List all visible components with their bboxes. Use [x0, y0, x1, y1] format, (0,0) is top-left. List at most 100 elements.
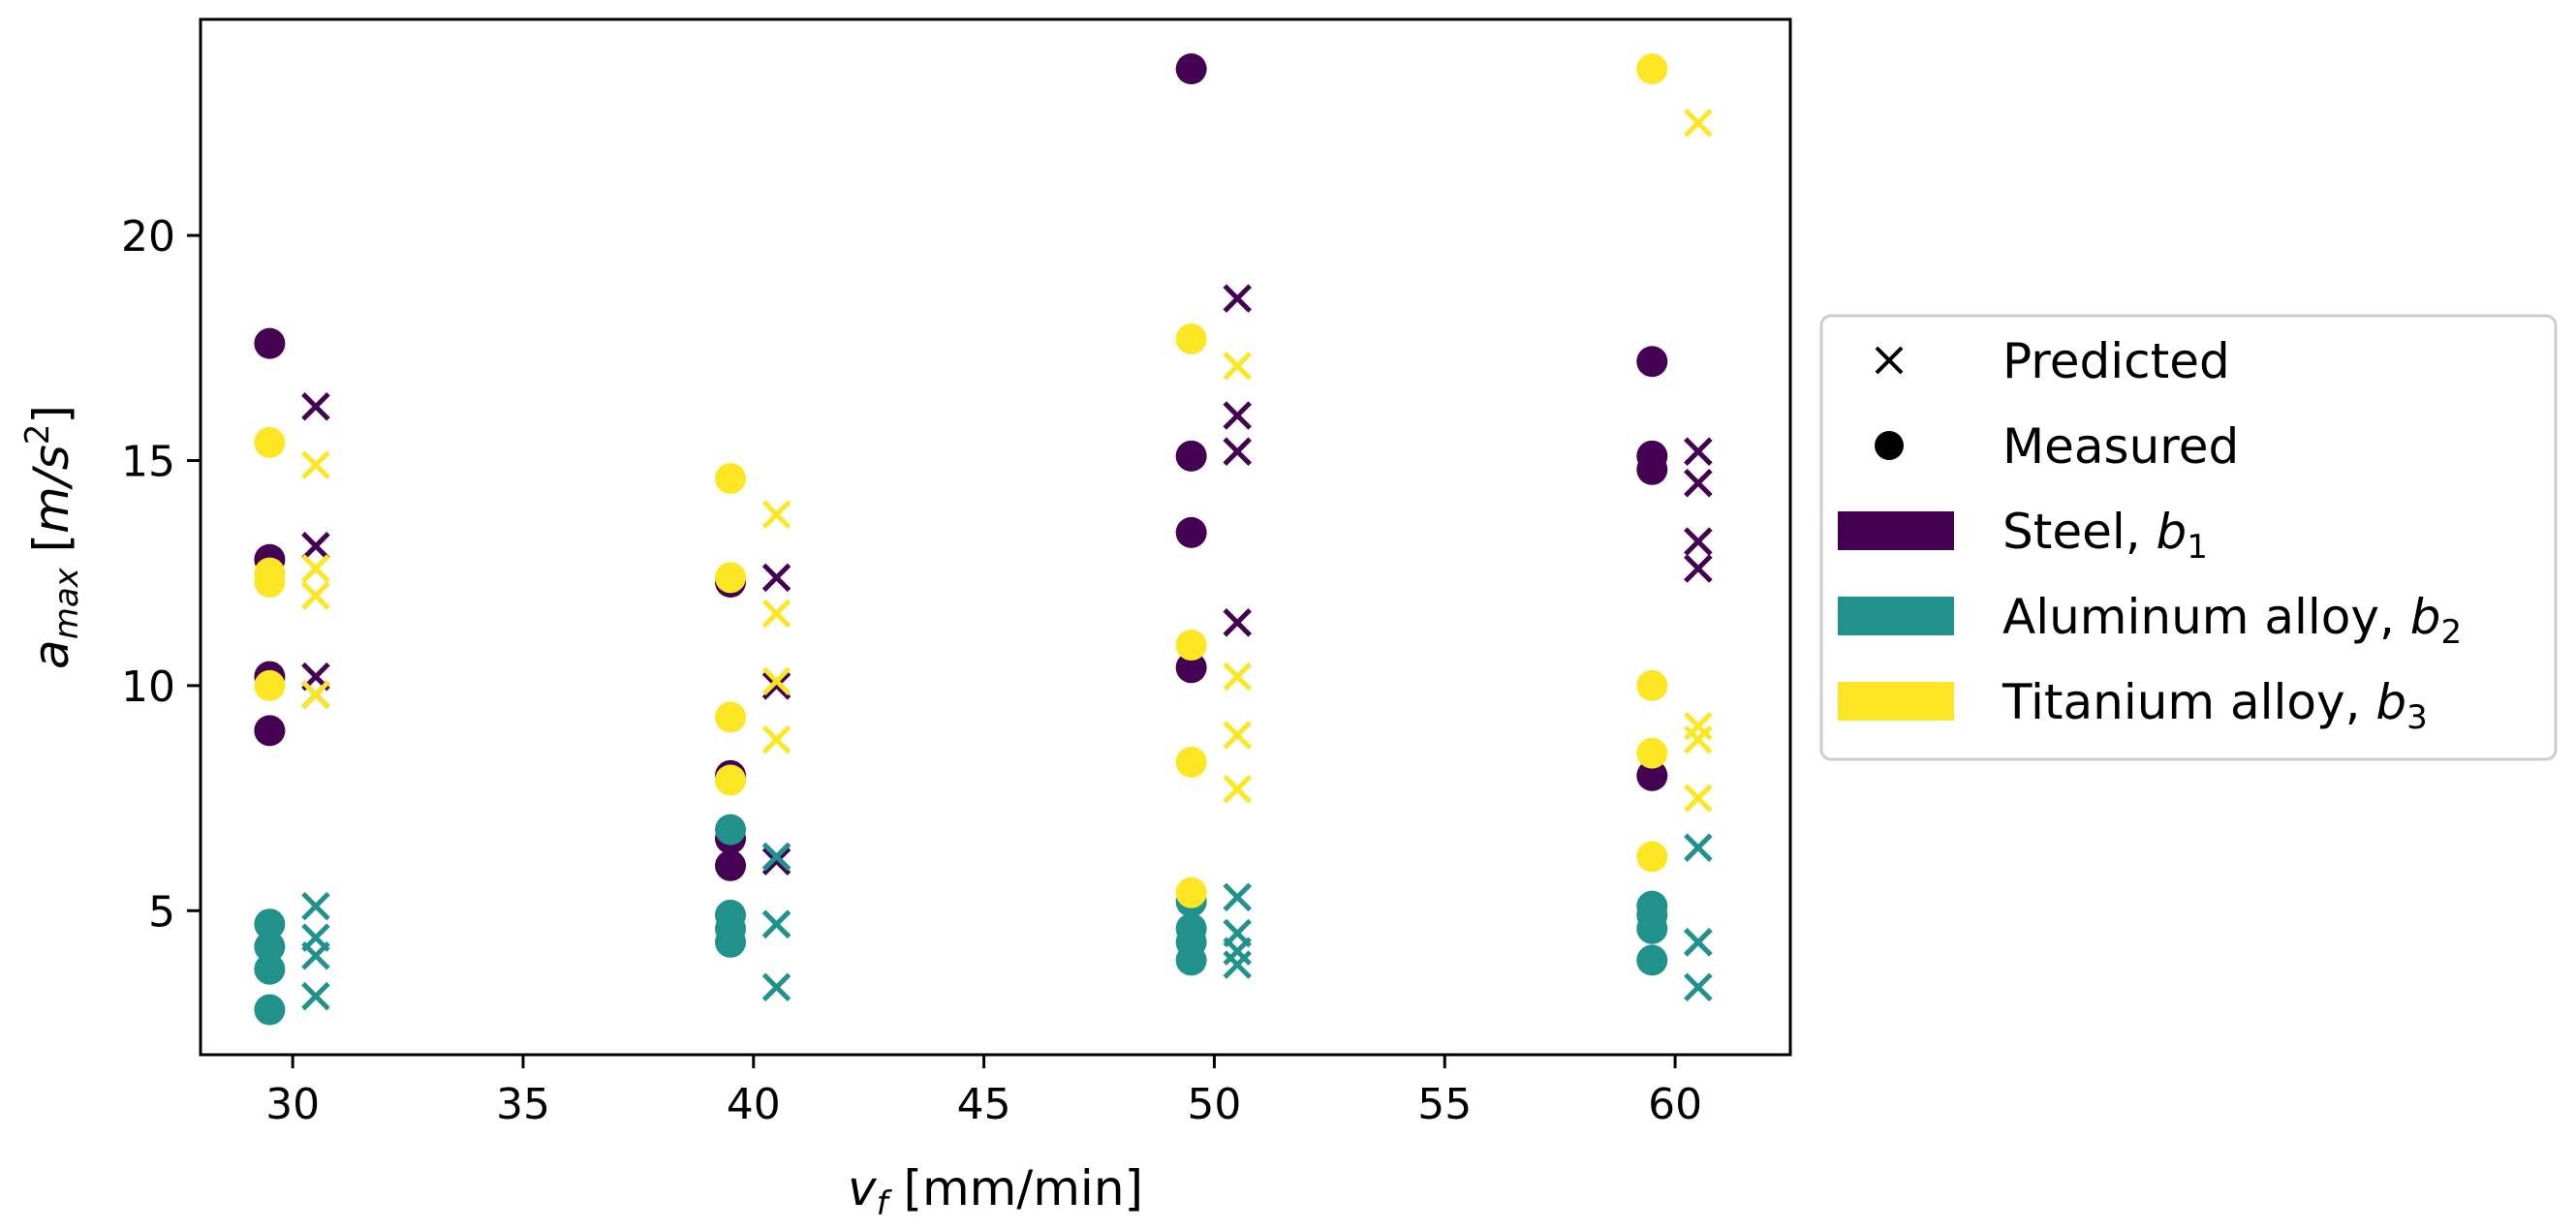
y-label-unit-post: ] [23, 405, 79, 424]
titanium-predicted-point [301, 680, 330, 709]
legend-label: Measured [2002, 418, 2239, 475]
y-label-main: a [23, 639, 79, 669]
x-tick-label: 55 [1417, 1080, 1472, 1129]
titanium-predicted-point [761, 724, 791, 754]
x-label-unit: [mm/min] [888, 1160, 1143, 1216]
x-axis-ticks: 30 35 40 45 50 55 60 [265, 1055, 1702, 1129]
titanium-predicted-point [1684, 108, 1713, 138]
steel-measured-point [1175, 516, 1207, 548]
legend-swatch-aluminum [1838, 597, 1954, 635]
steel-predicted-point [761, 671, 791, 700]
aluminum-measured-point [254, 953, 286, 985]
steel-predicted-point [1684, 468, 1713, 498]
x-tick-label: 40 [727, 1080, 781, 1129]
legend-label: Titanium alloy, b3 [2002, 674, 2428, 737]
steel-measured-point [1636, 453, 1668, 485]
steel-predicted-point [761, 563, 791, 593]
steel-measured-point [1175, 440, 1207, 472]
titanium-measured-point [1175, 746, 1207, 778]
titanium-predicted-point [761, 500, 791, 530]
titanium-measured-point [1175, 323, 1207, 354]
titanium-predicted-point [761, 599, 791, 629]
y-axis-ticks: 5 10 15 20 [121, 212, 201, 937]
aluminum-predicted-point [1684, 972, 1713, 1002]
steel-predicted-point [1684, 554, 1713, 583]
aluminum-measured-point [715, 926, 746, 958]
steel-predicted-point [1684, 527, 1713, 556]
aluminum-predicted-point [761, 909, 791, 939]
legend-label: Predicted [2002, 333, 2230, 389]
y-label-unit-m: m/s [23, 445, 79, 534]
y-tick-label: 10 [121, 662, 175, 712]
aluminum-measured-point [1636, 912, 1668, 944]
x-tick-label: 30 [265, 1080, 320, 1129]
x-tick-label: 45 [957, 1080, 1011, 1129]
steel-predicted-point [1223, 437, 1252, 466]
legend-frame [1819, 314, 2558, 761]
aluminum-measured-point [254, 931, 286, 963]
aluminum-predicted-point [301, 891, 330, 921]
y-tick-label: 15 [121, 437, 175, 486]
y-label-unit-pre: [ [23, 534, 79, 568]
y-label-unit-sup: 2 [18, 424, 57, 446]
titanium-predicted-point [301, 450, 330, 479]
titanium-measured-point [1175, 630, 1207, 662]
x-tick-label: 35 [496, 1080, 550, 1129]
aluminum-measured-point [715, 814, 746, 846]
titanium-predicted-point [1223, 775, 1252, 804]
legend-swatch-steel [1838, 511, 1954, 550]
aluminum-predicted-point [301, 940, 330, 970]
x-tick-label: 60 [1648, 1080, 1702, 1129]
titanium-predicted-point [761, 666, 791, 695]
steel-predicted-point [761, 846, 791, 876]
aluminum-predicted-point [1223, 882, 1252, 912]
titanium-predicted-point [301, 554, 330, 583]
titanium-measured-point [1636, 53, 1668, 85]
steel-measured-point [1636, 759, 1668, 791]
titanium-measured-point [715, 562, 746, 594]
y-axis-label: amax [m/s2] [18, 405, 86, 669]
aluminum-predicted-point [301, 981, 330, 1011]
titanium-measured-point [254, 669, 286, 701]
steel-predicted-point [301, 532, 330, 561]
aluminum-predicted-point [761, 972, 791, 1002]
plot-area-frame [199, 17, 1792, 1057]
aluminum-predicted-point [1684, 833, 1713, 862]
steel-measured-point [254, 327, 286, 359]
titanium-predicted-point [301, 581, 330, 610]
aluminum-predicted-point [1223, 950, 1252, 979]
x-label-main: v [848, 1160, 878, 1216]
steel-predicted-point [1223, 284, 1252, 313]
titanium-measured-point [715, 463, 746, 495]
y-tick-label: 20 [121, 212, 175, 262]
titanium-measured-point [715, 701, 746, 733]
steel-predicted-point [1684, 437, 1713, 466]
legend-swatch-titanium [1838, 682, 1954, 721]
titanium-predicted-point [1684, 784, 1713, 813]
y-label-sub: max [47, 567, 86, 639]
titanium-measured-point [254, 566, 286, 598]
aluminum-measured-point [1175, 944, 1207, 976]
titanium-predicted-point [1223, 352, 1252, 381]
titanium-measured-point [1636, 669, 1668, 701]
steel-measured-point [1175, 652, 1207, 684]
legend-label: Aluminum alloy, b2 [2002, 589, 2462, 652]
titanium-measured-point [1175, 877, 1207, 908]
steel-predicted-point [301, 391, 330, 421]
x-axis-label: vf [mm/min] [848, 1160, 1143, 1223]
aluminum-predicted-point [1684, 928, 1713, 957]
aluminum-measured-point [254, 994, 286, 1026]
aluminum-predicted-point [761, 842, 791, 872]
steel-predicted-point [1223, 608, 1252, 637]
titanium-measured-point [1636, 841, 1668, 873]
steel-measured-point [1636, 346, 1668, 378]
titanium-measured-point [254, 426, 286, 458]
data-marks [254, 53, 1713, 1026]
steel-measured-point [715, 849, 746, 881]
titanium-predicted-point [1684, 724, 1713, 754]
titanium-measured-point [715, 764, 746, 796]
legend-label: Steel, b1 [2002, 504, 2208, 567]
titanium-measured-point [1636, 737, 1668, 769]
steel-predicted-point [1223, 401, 1252, 430]
